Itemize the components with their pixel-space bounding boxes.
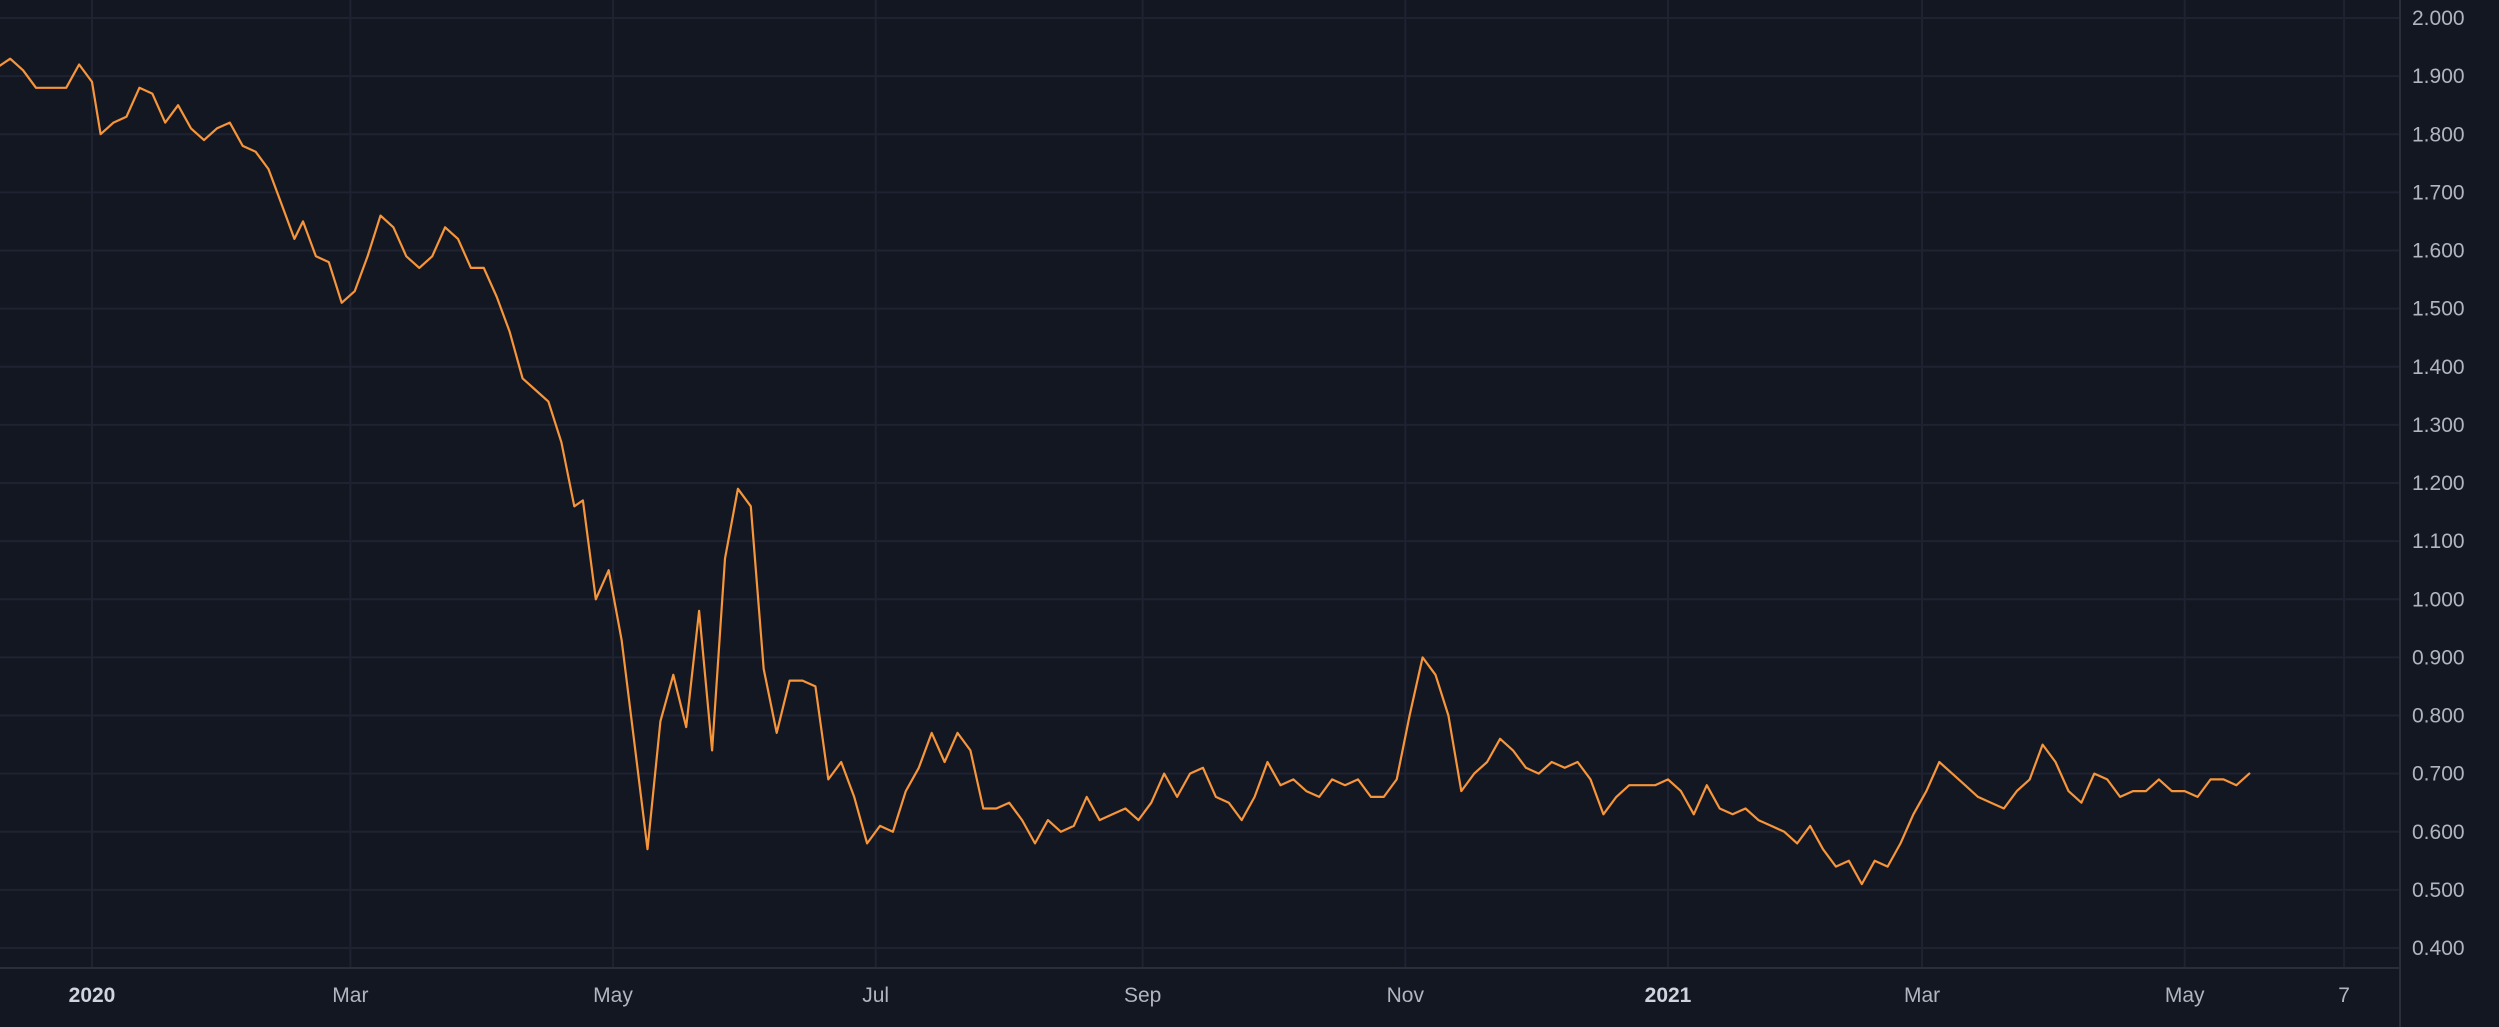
grid: [0, 0, 2400, 968]
y-tick-label: 0.900: [2412, 646, 2465, 669]
x-tick-label: May: [2165, 984, 2205, 1007]
y-tick-label: 1.200: [2412, 472, 2465, 495]
x-tick-label: Nov: [1387, 984, 1425, 1007]
y-tick-label: 1.800: [2412, 123, 2465, 146]
y-tick-label: 0.800: [2412, 705, 2465, 728]
y-tick-label: 1.700: [2412, 181, 2465, 204]
x-tick-label: Mar: [332, 984, 368, 1007]
x-tick-label: May: [593, 984, 633, 1007]
y-tick-label: 1.100: [2412, 530, 2465, 553]
x-tick-label: 2020: [69, 984, 116, 1007]
y-tick-label: 1.500: [2412, 298, 2465, 321]
y-tick-label: 1.600: [2412, 240, 2465, 263]
x-tick-label: Sep: [1124, 984, 1161, 1007]
price-axis[interactable]: 2.000 1.900 1.800 1.700 1.600 1.500 1.400 1.300…: [2412, 7, 2465, 960]
x-tick-label: Mar: [1904, 984, 1940, 1007]
y-tick-label: 1.300: [2412, 414, 2465, 437]
x-tick-label: 7: [2338, 984, 2350, 1007]
y-tick-label: 0.600: [2412, 821, 2465, 844]
x-tick-label: 2021: [1645, 984, 1692, 1007]
y-tick-label: 0.700: [2412, 763, 2465, 786]
series-line-0[interactable]: [0, 57, 2251, 886]
x-tick-label: Jul: [862, 984, 889, 1007]
y-tick-label: 0.400: [2412, 937, 2465, 960]
y-tick-label: 1.400: [2412, 356, 2465, 379]
y-tick-label: 1.900: [2412, 65, 2465, 88]
series-area: [0, 57, 2251, 886]
y-tick-label: 2.000: [2412, 7, 2465, 30]
time-axis[interactable]: 2020 Mar May Jul Sep Nov 2021 Mar May 7: [69, 984, 2350, 1007]
y-tick-label: 0.500: [2412, 879, 2465, 902]
y-tick-label: 1.000: [2412, 588, 2465, 611]
